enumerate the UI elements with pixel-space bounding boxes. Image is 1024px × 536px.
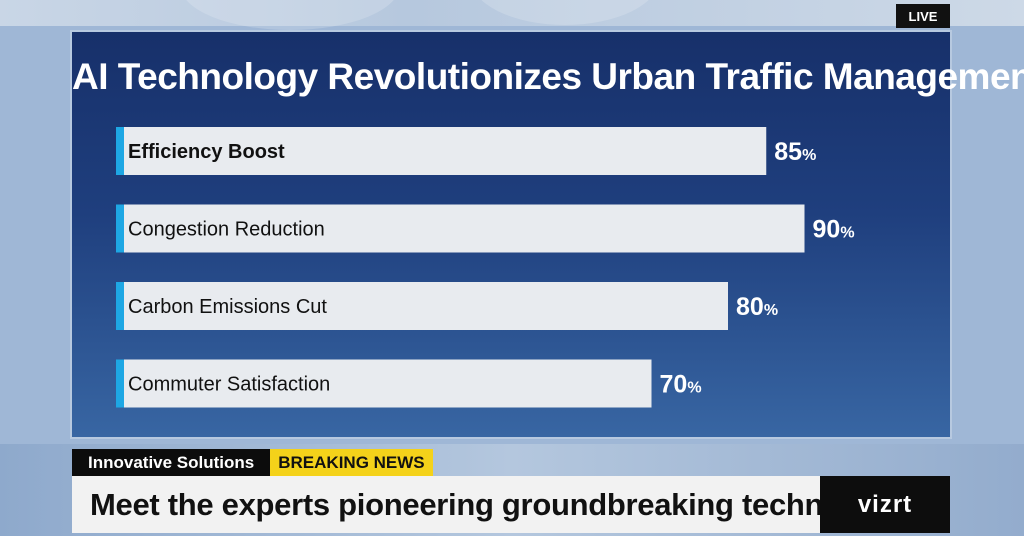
bar-accent [116, 127, 124, 175]
chart-title: AI Technology Revolutionizes Urban Traff… [72, 56, 1024, 97]
live-badge: LIVE [896, 4, 950, 28]
bar-value-label: 80% [736, 293, 778, 321]
bar-accent [116, 359, 124, 408]
bar-label: Carbon Emissions Cut [128, 296, 327, 318]
bar-value-unit: % [840, 225, 854, 242]
bar-accent [116, 282, 124, 330]
bar-value: 85 [774, 138, 802, 166]
bar-value: 80 [736, 293, 764, 321]
bar-group: Efficiency Boost 85% [116, 127, 816, 175]
broadcaster-logo: vizrt [820, 476, 950, 533]
bar [116, 282, 728, 330]
bar [116, 204, 805, 253]
bar-label: Congestion Reduction [128, 219, 325, 241]
bar-label: Commuter Satisfaction [128, 374, 330, 396]
bar-group: Commuter Satisfaction 70% [116, 359, 702, 408]
bar-chart: Efficiency Boost 85% Congestion Reduction 9… [116, 127, 855, 408]
bar-accent [116, 204, 124, 253]
bar-value-label: 70% [660, 371, 702, 399]
bar-value: 70 [660, 371, 688, 399]
bar [116, 359, 652, 408]
headline-bar: Meet the experts pioneering groundbreaki… [72, 476, 903, 533]
bar-group: Congestion Reduction 90% [116, 204, 855, 253]
bar-group: Carbon Emissions Cut 80% [116, 282, 778, 330]
headline-text: Meet the experts pioneering groundbreaki… [90, 486, 903, 522]
section-tag: Innovative Solutions [72, 449, 271, 476]
ticker-tags: Innovative Solutions BREAKING NEWS [72, 449, 433, 476]
bar [116, 127, 767, 175]
breaking-news-tag: BREAKING NEWS [270, 449, 433, 476]
logo-text: vizrt [857, 490, 913, 518]
bar-value: 90 [813, 216, 841, 244]
chart-panel: AI Technology Revolutionizes Urban Traff… [72, 32, 1024, 437]
bar-value-unit: % [802, 147, 816, 164]
bar-value-label: 90% [813, 216, 855, 244]
bar-value-unit: % [687, 380, 701, 397]
bar-value-label: 85% [774, 138, 816, 166]
background-top [0, 0, 1024, 26]
bar-value-unit: % [764, 302, 778, 319]
bar-label: Efficiency Boost [128, 141, 285, 163]
